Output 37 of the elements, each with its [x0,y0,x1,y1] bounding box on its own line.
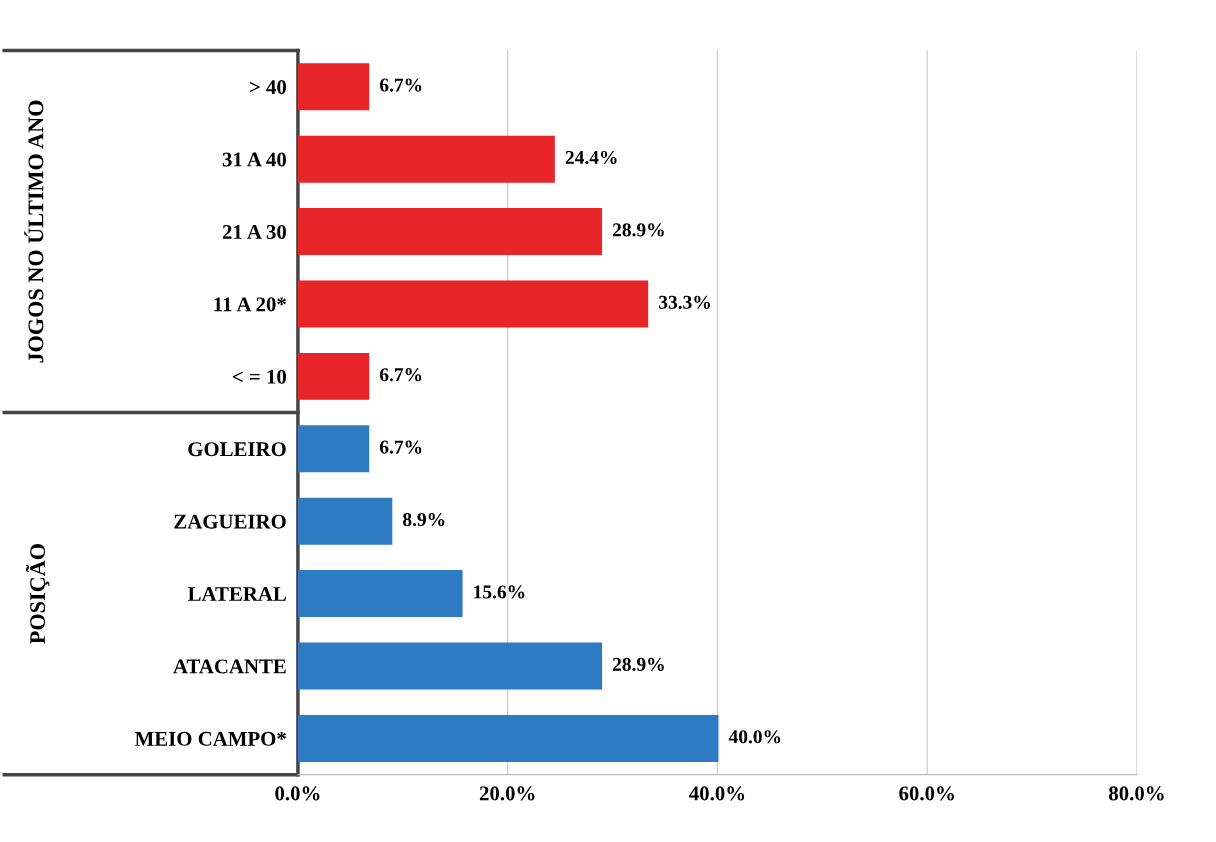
bar [297,714,719,762]
y-tick-label: ZAGUEIRO [174,514,286,529]
data-label: 6.7% [379,368,422,382]
y-tick-label: > 40 [249,80,287,95]
data-label: 28.9% [612,657,664,671]
y-tick-label: MEIO CAMPO* [134,731,286,746]
y-tick-label: GOLEIRO [188,442,286,457]
x-tick-label: 20.0% [479,786,535,801]
x-tick-label: 80.0% [1109,786,1164,801]
y-tick-label: < = 10 [232,369,287,384]
y-tick-label: ATACANTE [173,659,286,674]
y-tick-label: 31 A 40 [222,152,287,167]
x-tick-label: 40.0% [689,786,745,801]
bar [297,425,370,473]
data-label: 6.7% [379,78,422,92]
x-tick-label: 0.0% [275,786,320,801]
text: JOGOS NO ÚLTIMO ANO [24,100,44,363]
bar [297,570,463,618]
data-label: 8.9% [403,512,445,527]
bar [297,63,370,111]
bar [297,642,603,690]
bar [297,497,393,545]
data-label: 24.4% [565,150,617,165]
bar [297,352,370,400]
text: POSIÇÃO [25,544,50,644]
data-label: 28.9% [612,223,664,237]
data-label: 33.3% [659,295,710,309]
bar [297,280,649,328]
y-tick-label: LATERAL [187,587,286,601]
bar [297,208,603,256]
data-label: 40.0% [728,730,781,744]
x-tick-label: 60.0% [899,786,954,801]
data-label: 6.7% [379,440,422,454]
y-tick-label: 21 A 30 [222,224,287,239]
data-label: 15.6% [474,585,525,599]
bar [297,135,555,183]
y-tick-label: 11 A 20* [214,297,286,312]
